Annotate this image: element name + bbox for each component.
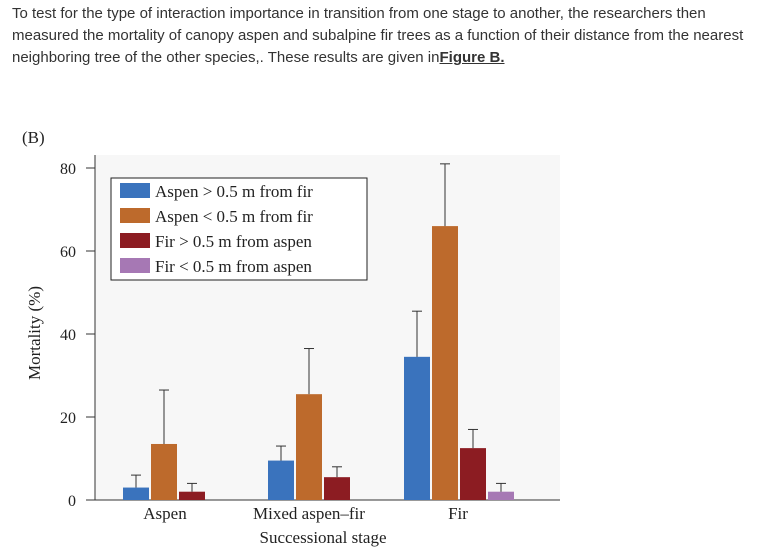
x-axis-label: Successional stage [260, 528, 387, 547]
y-tick-label: 80 [60, 161, 76, 178]
bar-2-3 [488, 491, 514, 500]
legend-label-0: Aspen > 0.5 m from fir [155, 182, 313, 201]
y-tick-label: 20 [60, 410, 76, 427]
panel-label: (B) [22, 128, 45, 147]
legend-label-3: Fir < 0.5 m from aspen [155, 257, 312, 276]
legend-swatch-0 [120, 183, 150, 198]
y-tick-label: 0 [68, 493, 76, 510]
figure-b-link[interactable]: Figure B. [439, 49, 505, 66]
legend: Aspen > 0.5 m from fir Aspen < 0.5 m from… [110, 177, 368, 281]
intro-text: To test for the type of interaction impo… [12, 5, 744, 66]
y-axis-label: Mortality (%) [25, 286, 44, 380]
bars-group [123, 163, 514, 500]
bar-0-2 [179, 491, 205, 500]
bar-0-0 [123, 487, 149, 500]
legend-swatch-2 [120, 233, 150, 248]
bar-1-1 [296, 394, 322, 500]
bar-1-2 [324, 477, 350, 500]
bar-2-1 [432, 226, 458, 500]
legend-swatch-1 [120, 208, 150, 223]
legend-label-1: Aspen < 0.5 m from fir [155, 207, 313, 226]
category-labels: Aspen Mixed aspen–fir Fir [143, 504, 468, 523]
bar-2-2 [460, 448, 486, 500]
legend-box [110, 177, 368, 281]
y-tick-label: 60 [60, 244, 76, 261]
legend-label-2: Fir > 0.5 m from aspen [155, 232, 312, 251]
bar-0-1 [151, 443, 177, 500]
category-label-2: Fir [448, 504, 468, 523]
y-axis: 0 20 40 60 80 [60, 155, 96, 510]
legend-swatch-3 [120, 258, 150, 273]
category-label-1: Mixed aspen–fir [253, 504, 365, 523]
intro-paragraph: To test for the type of interaction impo… [12, 3, 757, 69]
category-label-0: Aspen [143, 504, 187, 523]
bar-2-0 [404, 356, 430, 500]
bar-1-0 [268, 460, 294, 500]
y-tick-label: 40 [60, 327, 76, 344]
